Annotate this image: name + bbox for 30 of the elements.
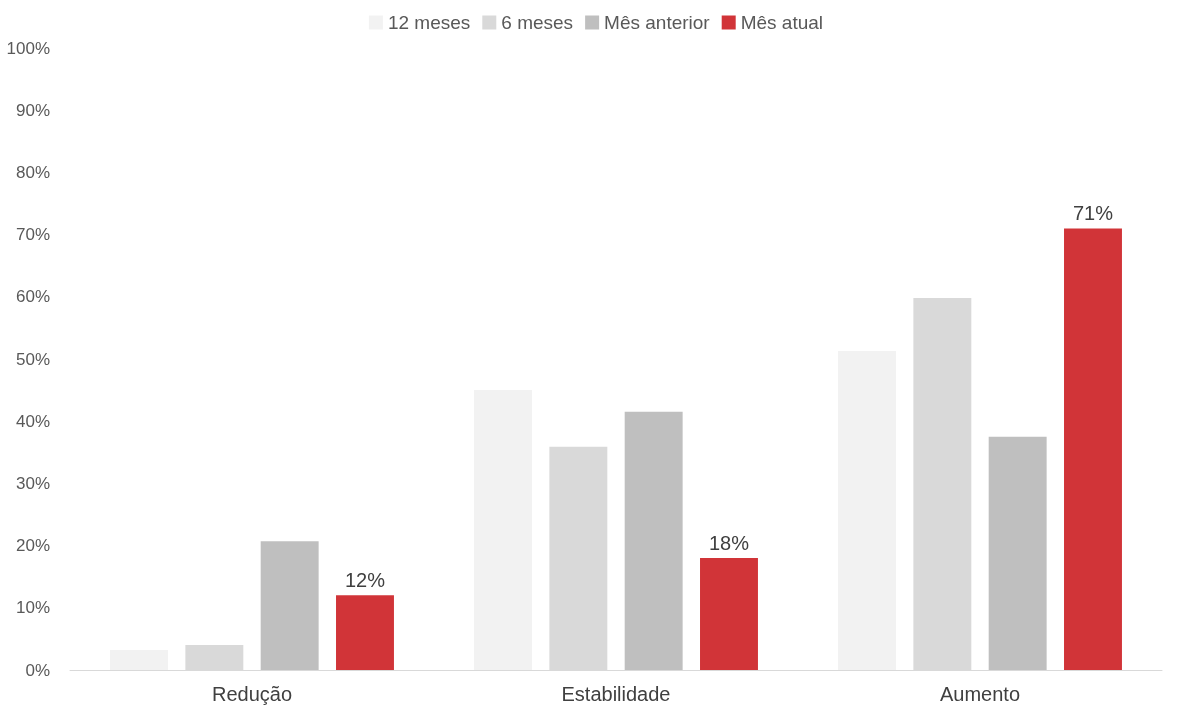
y-tick-label: 0% bbox=[25, 660, 50, 680]
data-label: 12% bbox=[344, 569, 386, 592]
bar bbox=[260, 541, 319, 670]
bar bbox=[700, 558, 758, 670]
y-tick-label: 80% bbox=[15, 162, 50, 182]
y-tick-label: 20% bbox=[15, 536, 50, 556]
x-tick-label: Aumento bbox=[939, 683, 1021, 705]
y-tick-label: 40% bbox=[15, 411, 50, 431]
y-tick-label: 30% bbox=[15, 473, 50, 493]
legend-label: Mês anterior bbox=[604, 12, 711, 33]
legend-label: Mês atual bbox=[740, 12, 824, 33]
y-tick-label: 50% bbox=[15, 349, 50, 369]
bar bbox=[838, 350, 896, 670]
bar bbox=[474, 390, 532, 670]
x-tick-label: Redução bbox=[211, 683, 293, 705]
x-tick-label: Estabilidade bbox=[561, 683, 671, 705]
bar bbox=[988, 436, 1047, 670]
bar bbox=[336, 595, 394, 670]
bar bbox=[110, 650, 168, 670]
bar bbox=[1064, 228, 1122, 670]
data-label: 18% bbox=[708, 532, 750, 555]
y-tick-label: 90% bbox=[15, 100, 50, 120]
y-tick-label: 60% bbox=[15, 287, 50, 307]
legend-label: 6 meses bbox=[501, 12, 574, 33]
data-label: 71% bbox=[1072, 202, 1114, 225]
y-tick-label: 100% bbox=[6, 38, 50, 58]
y-tick-label: 10% bbox=[15, 598, 50, 618]
legend-label: 12 meses bbox=[387, 12, 471, 33]
y-tick-label: 70% bbox=[15, 225, 50, 245]
bar bbox=[624, 411, 683, 670]
